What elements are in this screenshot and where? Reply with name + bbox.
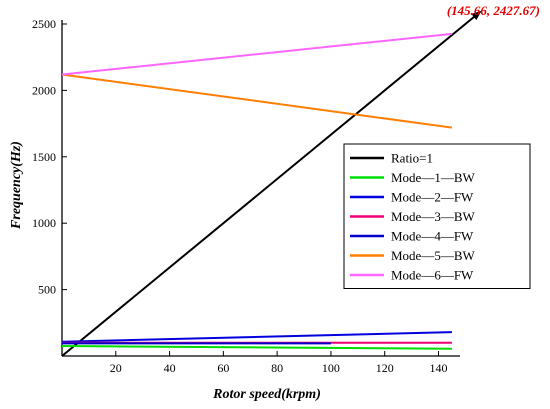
series-line-6 <box>61 73 453 129</box>
series-line-1 <box>61 10 482 357</box>
y-tick-label: 2500 <box>32 17 56 31</box>
y-tick-label: 1000 <box>32 216 56 230</box>
x-axis-title: Rotor speed(krpm) <box>212 387 321 402</box>
series-line-2 <box>61 345 452 350</box>
y-axis-title: Frequency(Hz) <box>9 141 24 230</box>
series-lines <box>61 10 482 357</box>
annotation-label: (145.66, 2427.67) <box>447 3 540 18</box>
series-line-7 <box>61 32 453 76</box>
y-tick-label: 1500 <box>32 150 56 164</box>
legend-label: Mode—4—FW <box>391 229 474 244</box>
x-tick-label: 80 <box>271 361 283 375</box>
x-tick-label: 100 <box>322 361 340 375</box>
legend-label: Mode—6—FW <box>391 268 474 283</box>
x-tick-label: 40 <box>164 361 176 375</box>
plot-area <box>61 20 460 357</box>
legend-label: Mode—3—BW <box>391 209 476 224</box>
y-tick-label: 500 <box>38 283 56 297</box>
legend-label: Mode—2—FW <box>391 190 474 205</box>
legend-label: Mode—1—BW <box>391 170 476 185</box>
axis-ticks: 20 40 60 80 100 120 140 500 1000 1500 2000 2500 <box>32 17 447 375</box>
legend-box <box>343 143 531 289</box>
x-tick-label: 140 <box>429 361 447 375</box>
legend-label: Ratio=1 <box>391 151 433 166</box>
y-tick-label: 2000 <box>32 83 56 97</box>
legend: Ratio=1 Mode—1—BW Mode—2—FW Mode—3—BW Mode—4… <box>343 143 531 289</box>
series-line-3 <box>61 331 452 343</box>
x-tick-label: 120 <box>376 361 394 375</box>
legend-label: Mode—5—BW <box>391 248 476 263</box>
annotation-layer: (145.66, 2427.67) <box>447 3 540 18</box>
x-tick-label: 60 <box>217 361 229 375</box>
x-tick-label: 20 <box>110 361 122 375</box>
